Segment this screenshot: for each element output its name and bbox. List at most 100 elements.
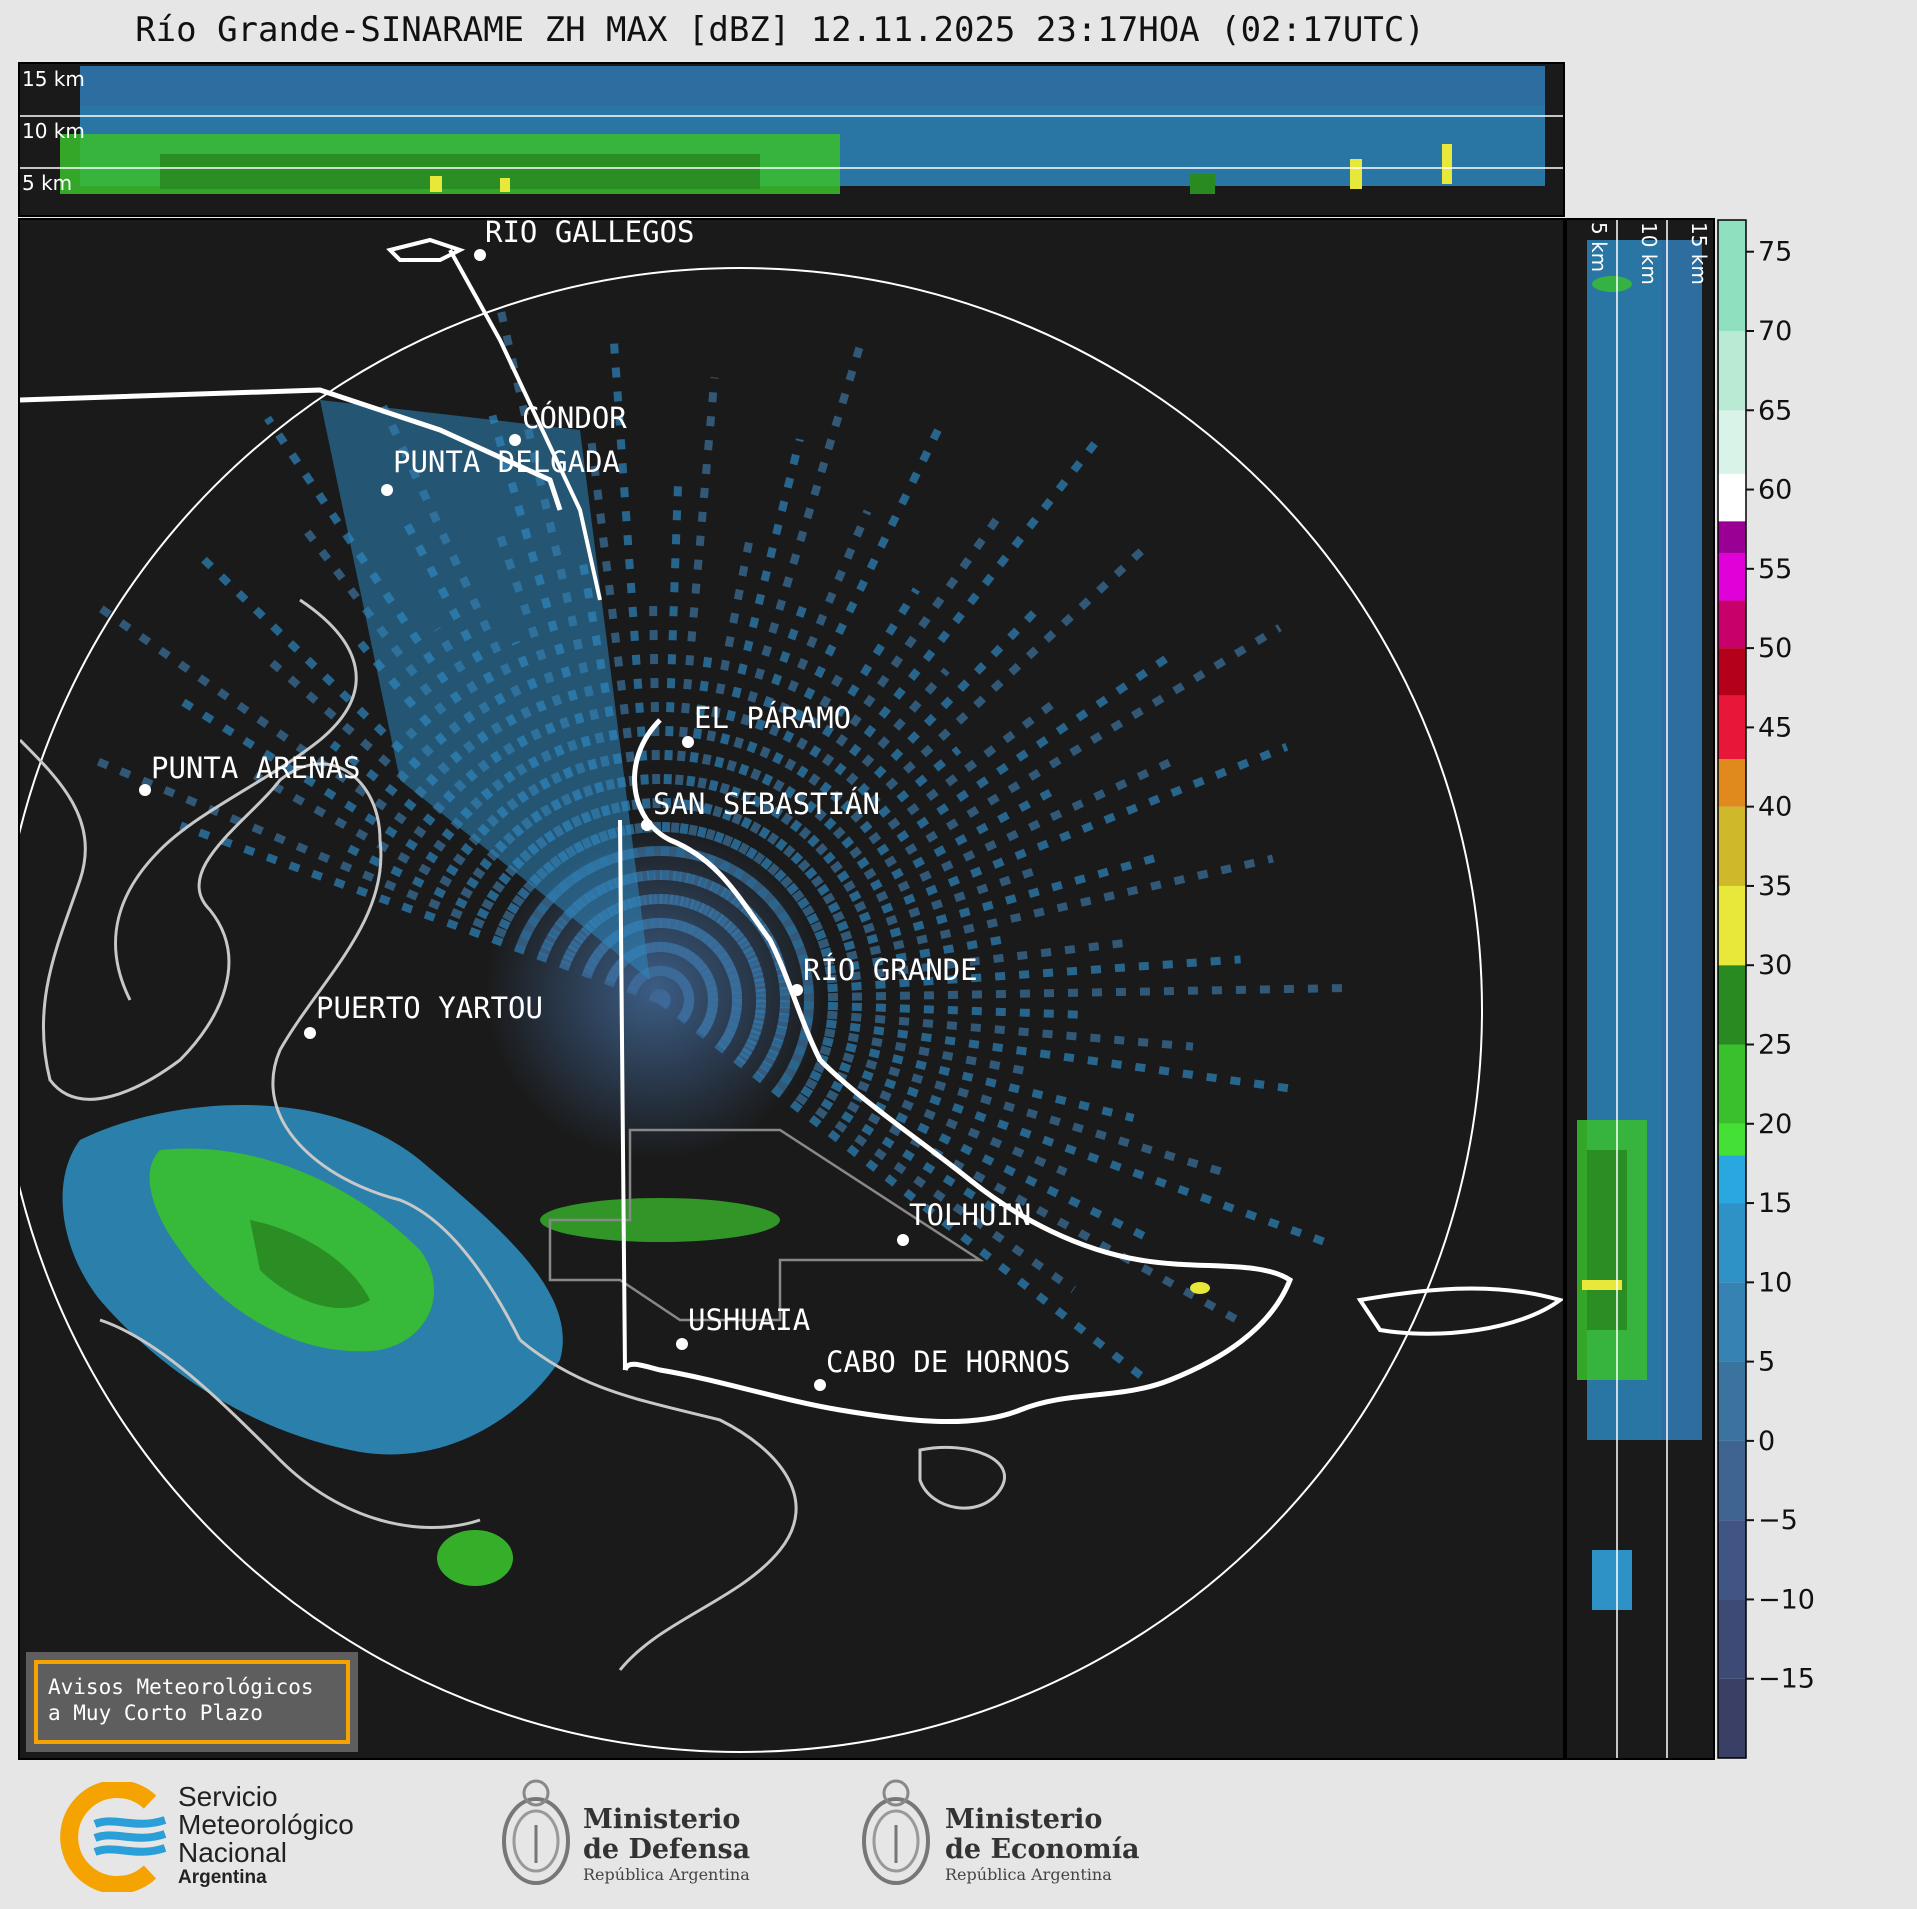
colorbar-band — [1718, 1599, 1746, 1679]
colorbar-tick-label: −15 — [1758, 1664, 1815, 1695]
colorbar-band — [1718, 1203, 1746, 1283]
location-label-cabo-de-hornos: CABO DE HORNOS — [826, 1345, 1070, 1379]
location-marker — [791, 984, 803, 996]
colorbar-tick-label: −10 — [1758, 1584, 1815, 1615]
side-echo-darkgreen — [1587, 1150, 1627, 1330]
economia-coat-of-arms-icon — [862, 1779, 930, 1885]
location-label-punta-arenas: PUNTA ARENAS — [151, 751, 361, 785]
colorbar-band — [1718, 330, 1746, 411]
notice-frame: Avisos Meteorológicos a Muy Corto Plazo — [34, 1660, 350, 1744]
colorbar-band — [1718, 473, 1746, 522]
side-echo-upper — [1662, 240, 1702, 1440]
colorbar-tick-label: 35 — [1758, 871, 1792, 902]
coastline-strait — [114, 598, 358, 1001]
radar-echo-ray — [658, 996, 1158, 1246]
location-label-tolhuin: TOLHUIN — [909, 1198, 1031, 1232]
colorbar-band — [1718, 220, 1746, 331]
side-echo-yellow — [1582, 1280, 1622, 1290]
colorbar-band — [1718, 648, 1746, 696]
top-echo-upper — [80, 66, 1545, 106]
border-north — [20, 387, 563, 511]
radar-map-plot: RÍO GALLEGOS CÓNDOR PUNTA DELGADA PUNTA … — [20, 220, 1563, 1753]
radar-echo-ray — [656, 339, 866, 1002]
southwest-echo-darkgreen — [250, 1220, 370, 1309]
top-echo-yellow-3 — [1350, 159, 1362, 189]
top-echo-yellow-2 — [500, 178, 510, 192]
radar-echo-ray — [264, 415, 664, 1003]
location-label-el-paramo: EL PÁRAMO — [694, 701, 851, 735]
location-marker — [474, 249, 486, 261]
top-echo-green-right — [1190, 174, 1215, 194]
side-height-section: 5 km 10 km 15 km — [1565, 218, 1715, 1760]
location-marker — [897, 1234, 909, 1246]
colorbar-band — [1718, 1361, 1746, 1441]
radar-echo-ray — [657, 996, 997, 1213]
radar-echo-ray — [656, 509, 872, 1002]
radar-echo-ray — [659, 983, 1353, 1004]
radar-echo-ray — [658, 996, 1242, 1325]
coast-isla-de-los-estados — [1356, 1286, 1563, 1336]
colorbar-tick-label: 60 — [1758, 475, 1792, 506]
radar-echo-ray — [259, 651, 663, 1004]
colorbar-band — [1718, 1282, 1746, 1362]
colorbar-tick-label: −5 — [1758, 1505, 1798, 1536]
colorbar-frame — [1717, 219, 1747, 1759]
top-label-5km: 5 km — [22, 171, 72, 195]
top-height-section-plot: 15 km 10 km 5 km — [20, 66, 1563, 195]
smn-logo-icon — [60, 1782, 167, 1892]
radar-range-ring — [20, 267, 1483, 1753]
location-marker — [509, 434, 521, 446]
top-label-10km: 10 km — [22, 119, 85, 143]
colorbar-tick-label: 40 — [1758, 792, 1792, 823]
colorbar-tick-label: 50 — [1758, 633, 1792, 664]
top-echo-yellow-4 — [1442, 144, 1452, 184]
radar-echo-ray — [659, 996, 1194, 1051]
reflectivity-colorbar: 75 70 65 60 55 50 45 40 35 30 25 20 15 10 5 0 −5 −10 −15 — [1716, 218, 1916, 1760]
south-echo-green — [437, 1530, 513, 1586]
colorbar-band — [1718, 759, 1746, 807]
side-echo-top-green — [1592, 276, 1632, 292]
radar-echo-ray — [658, 863, 1047, 1004]
economia-line-3: República Argentina — [945, 1865, 1112, 1884]
defensa-coat-of-arms-icon — [502, 1779, 570, 1885]
location-label-rio-gallegos: RÍO GALLEGOS — [485, 220, 695, 249]
colorbar-band — [1718, 1123, 1746, 1156]
central-echo-band — [540, 1198, 780, 1242]
colorbar-tick-label: 30 — [1758, 950, 1792, 981]
location-label-puerto-yartou: PUERTO YARTOU — [316, 991, 543, 1025]
colorbar-band — [1718, 600, 1746, 649]
department-boundary — [548, 1128, 985, 1322]
radar-echo-ray — [96, 603, 663, 1004]
side-label-10km: 10 km — [1637, 222, 1661, 285]
notice-line-2: a Muy Corto Plazo — [48, 1701, 263, 1725]
defensa-line-1: Ministerio — [583, 1804, 741, 1835]
smn-line-2: Meteorológico — [178, 1809, 354, 1840]
coastline-archipelago — [99, 1318, 481, 1529]
location-label-condor: CÓNDOR — [522, 401, 627, 435]
radar-echo-ray — [657, 746, 962, 1004]
location-marker — [676, 1338, 688, 1350]
smn-logo-text: Servicio Meteorológico Nacional Argentin… — [178, 1783, 354, 1889]
colorbar-band — [1718, 521, 1746, 553]
colorbar-band — [1718, 806, 1746, 886]
radar-echo-ray — [657, 695, 1063, 1004]
radar-echo-ray — [656, 421, 946, 1002]
smn-line-1: Servicio — [178, 1781, 278, 1812]
colorbar-band — [1718, 1155, 1746, 1204]
coastline-west — [20, 738, 522, 1341]
radar-echo-ray — [648, 596, 664, 1001]
colorbar-tick-label: 15 — [1758, 1188, 1792, 1219]
chart-title: Río Grande-SINARAME ZH MAX [dBZ] 12.11.2… — [135, 10, 1425, 50]
top-height-section: 15 km 10 km 5 km — [18, 62, 1565, 217]
side-echo-bottom — [1592, 1550, 1632, 1610]
top-label-15km: 15 km — [22, 67, 85, 91]
side-label-15km: 15 km — [1687, 222, 1711, 285]
colorbar-tick-label: 65 — [1758, 395, 1792, 426]
colorbar-band — [1718, 695, 1746, 760]
colorbar-tick-label: 55 — [1758, 554, 1792, 585]
colorbar-tick-label: 5 — [1758, 1347, 1775, 1378]
location-label-punta-delgada: PUNTA DELGADA — [393, 445, 620, 479]
side-label-5km: 5 km — [1587, 222, 1611, 272]
location-label-ushuaia: USHUAIA — [688, 1303, 810, 1337]
